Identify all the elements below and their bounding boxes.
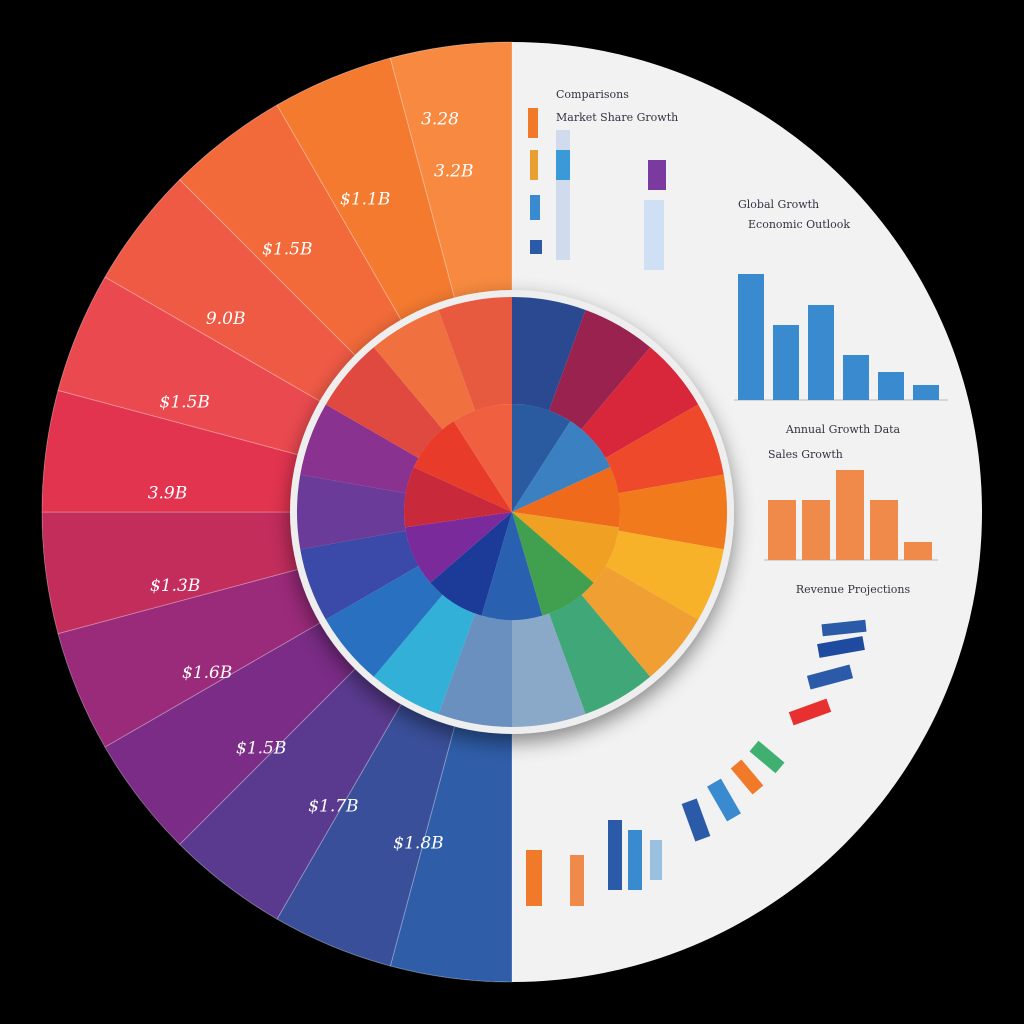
chart-title: Global Growth xyxy=(738,198,819,211)
wheel-segment xyxy=(325,347,443,458)
segment-label: 3.9B xyxy=(148,483,188,503)
bar xyxy=(738,274,764,400)
wheel-segment xyxy=(512,613,586,727)
core-segment xyxy=(481,512,543,621)
top-label: 3.28 xyxy=(421,110,459,130)
wheel-segment xyxy=(325,566,443,677)
core-segment xyxy=(512,404,571,512)
core-segment xyxy=(512,467,620,528)
segment-label: $1.5B xyxy=(236,738,286,758)
wheel-segment xyxy=(438,297,512,411)
core-segment xyxy=(403,467,512,528)
segment-label: $1.5B xyxy=(160,392,210,412)
wheel-segment xyxy=(512,297,586,411)
core-segment xyxy=(512,512,619,583)
wheel-segment xyxy=(548,309,651,430)
wheel-segment xyxy=(297,474,406,550)
panel-subtitle: Market Share Growth xyxy=(556,111,678,124)
core-segment xyxy=(430,512,512,616)
chart-title: Sales Growth xyxy=(768,448,843,461)
bar xyxy=(870,500,898,560)
bar xyxy=(802,500,830,560)
center-wheel xyxy=(290,290,734,734)
bar xyxy=(913,385,939,400)
wheel-segment xyxy=(438,613,512,727)
core-segment xyxy=(413,421,512,512)
wheel-segment xyxy=(581,347,699,458)
core-segment xyxy=(512,421,611,512)
wheel-segment xyxy=(605,530,724,620)
core-segment xyxy=(405,512,512,583)
segment-label: $1.6B xyxy=(182,663,232,683)
wheel-segment xyxy=(581,566,699,677)
segment-label: 3.2B xyxy=(434,161,474,181)
labels: 3.28 Comparisons Market Share Growth $1.… xyxy=(148,88,678,854)
chart-subtitle: Economic Outlook xyxy=(748,218,850,231)
segment-label: $1.8B xyxy=(393,834,443,854)
segment-label: $1.5B xyxy=(262,240,312,260)
bar xyxy=(878,372,904,400)
bar xyxy=(773,325,799,400)
wheel-segment xyxy=(605,404,724,494)
wheel-segment xyxy=(548,594,651,715)
chart-caption: Annual Growth Data xyxy=(785,423,901,436)
bar xyxy=(768,500,796,560)
panel-title: Comparisons xyxy=(556,88,629,101)
core-segment xyxy=(453,404,512,512)
chart-caption: Revenue Projections xyxy=(796,583,911,596)
core-segment xyxy=(512,512,594,616)
bar-charts: Global Growth Economic Outlook Annual Grow… xyxy=(734,198,948,596)
wheel-segment xyxy=(300,404,419,494)
bar xyxy=(808,305,834,400)
segment-label: $1.3B xyxy=(150,576,200,596)
segment-label: $1.1B xyxy=(340,189,390,209)
wheel-segment xyxy=(618,474,727,550)
bar xyxy=(904,542,932,560)
wheel-segment xyxy=(373,309,476,430)
wheel-segment xyxy=(300,530,419,620)
decorative-bars xyxy=(526,108,867,906)
wheel-segment xyxy=(373,594,476,715)
segment-label: $1.7B xyxy=(308,797,358,817)
segment-label: 9.0B xyxy=(206,309,246,329)
left-ring xyxy=(41,41,513,983)
bar xyxy=(836,470,864,560)
bar xyxy=(843,355,869,400)
